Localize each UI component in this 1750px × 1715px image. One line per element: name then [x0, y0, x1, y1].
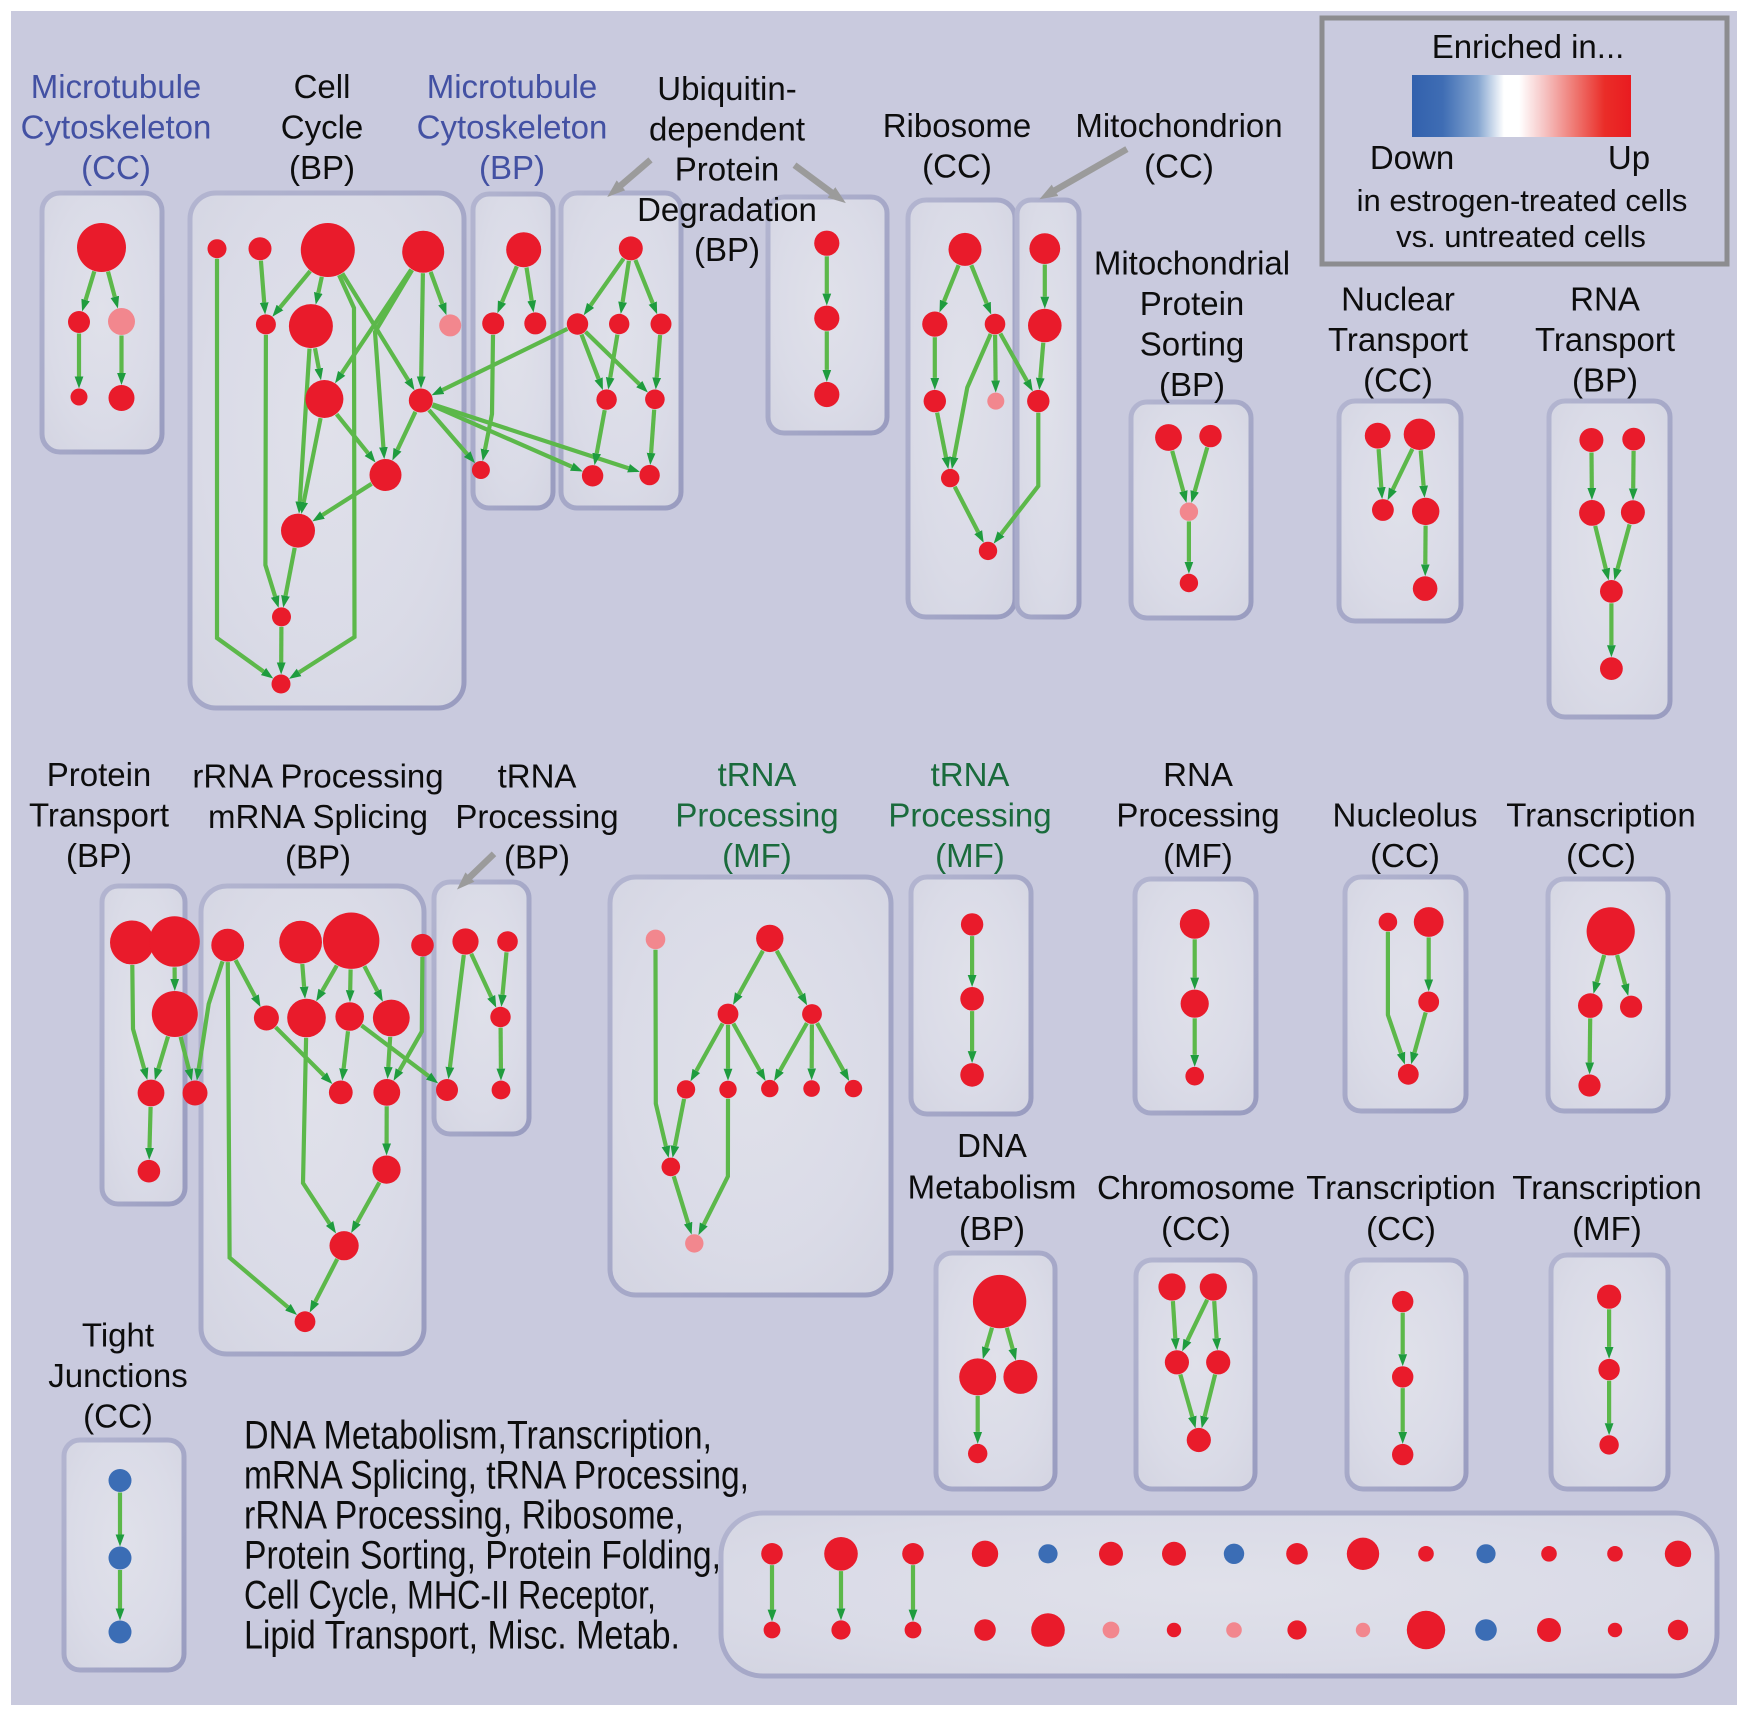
svg-text:rRNA Processing, Ribosome,: rRNA Processing, Ribosome, [244, 1494, 684, 1538]
svg-text:(MF): (MF) [722, 837, 792, 874]
svg-text:(MF): (MF) [1163, 837, 1233, 874]
svg-text:DNA: DNA [957, 1127, 1027, 1164]
svg-text:Degradation: Degradation [637, 191, 817, 228]
svg-text:Cytoskeleton: Cytoskeleton [21, 109, 212, 146]
svg-text:tRNA: tRNA [498, 758, 577, 795]
svg-text:Cycle: Cycle [281, 109, 364, 146]
svg-text:Junctions: Junctions [48, 1357, 187, 1394]
svg-text:Transcription: Transcription [1512, 1169, 1702, 1206]
svg-text:Chromosome: Chromosome [1097, 1169, 1295, 1206]
svg-text:Mitochondrion: Mitochondrion [1075, 107, 1282, 144]
svg-text:Ribosome: Ribosome [883, 107, 1032, 144]
svg-text:Metabolism: Metabolism [908, 1169, 1077, 1206]
svg-text:(CC): (CC) [1363, 362, 1433, 399]
svg-text:Microtubule: Microtubule [427, 68, 598, 105]
svg-text:(CC): (CC) [1370, 837, 1440, 874]
svg-text:RNA: RNA [1163, 756, 1233, 793]
svg-text:Cell: Cell [294, 68, 351, 105]
svg-text:Transport: Transport [1535, 321, 1675, 358]
svg-text:Microtubule: Microtubule [31, 68, 202, 105]
svg-text:Processing: Processing [1116, 797, 1279, 834]
svg-text:(CC): (CC) [1366, 1210, 1436, 1247]
svg-text:in estrogen-treated cells: in estrogen-treated cells [1357, 183, 1688, 218]
svg-text:(CC): (CC) [1144, 148, 1214, 185]
svg-text:(CC): (CC) [1566, 837, 1636, 874]
svg-text:(BP): (BP) [694, 231, 760, 268]
svg-text:(BP): (BP) [504, 839, 570, 876]
svg-text:tRNA: tRNA [718, 756, 797, 793]
svg-text:(MF): (MF) [935, 837, 1005, 874]
svg-text:(BP): (BP) [479, 149, 545, 186]
svg-text:RNA: RNA [1570, 281, 1640, 318]
svg-text:Protein: Protein [47, 756, 152, 793]
svg-text:Cytoskeleton: Cytoskeleton [417, 109, 608, 146]
svg-text:Protein: Protein [675, 151, 780, 188]
svg-text:Nucleolus: Nucleolus [1333, 797, 1478, 834]
svg-text:Processing: Processing [888, 797, 1051, 834]
svg-text:(BP): (BP) [285, 839, 351, 876]
svg-text:(BP): (BP) [1159, 366, 1225, 403]
svg-text:Lipid Transport, Misc. Metab.: Lipid Transport, Misc. Metab. [244, 1614, 680, 1658]
svg-text:mRNA Splicing, tRNA Processing: mRNA Splicing, tRNA Processing, [244, 1454, 749, 1498]
svg-text:Cell Cycle, MHC-II Receptor,: Cell Cycle, MHC-II Receptor, [244, 1574, 656, 1618]
svg-text:DNA Metabolism,Transcription,: DNA Metabolism,Transcription, [244, 1414, 712, 1458]
svg-text:(CC): (CC) [1161, 1210, 1231, 1247]
svg-text:tRNA: tRNA [931, 756, 1010, 793]
svg-text:Processing: Processing [675, 797, 838, 834]
svg-text:(CC): (CC) [922, 148, 992, 185]
svg-text:Transcription: Transcription [1506, 797, 1696, 834]
svg-text:(BP): (BP) [289, 149, 355, 186]
svg-text:(MF): (MF) [1572, 1210, 1642, 1247]
svg-text:Mitochondrial: Mitochondrial [1094, 245, 1290, 282]
svg-text:Down: Down [1370, 139, 1454, 176]
svg-text:Tight: Tight [82, 1317, 154, 1354]
svg-text:Processing: Processing [455, 798, 618, 835]
svg-text:(BP): (BP) [959, 1210, 1025, 1247]
svg-text:Protein: Protein [1140, 285, 1245, 322]
svg-text:Nuclear: Nuclear [1341, 281, 1455, 318]
svg-text:(BP): (BP) [1572, 362, 1638, 399]
svg-text:mRNA Splicing: mRNA Splicing [208, 798, 428, 835]
svg-text:Sorting: Sorting [1140, 326, 1245, 363]
svg-text:Protein Sorting, Protein Foldi: Protein Sorting, Protein Folding, [244, 1534, 721, 1578]
svg-text:rRNA Processing: rRNA Processing [192, 758, 443, 795]
svg-text:vs. untreated cells: vs. untreated cells [1396, 219, 1646, 254]
svg-text:Transport: Transport [29, 797, 169, 834]
svg-text:Transport: Transport [1328, 321, 1468, 358]
svg-text:Ubiquitin-: Ubiquitin- [657, 70, 796, 107]
svg-text:(CC): (CC) [81, 149, 151, 186]
svg-text:(CC): (CC) [83, 1398, 153, 1435]
svg-text:(BP): (BP) [66, 837, 132, 874]
svg-text:Transcription: Transcription [1306, 1169, 1496, 1206]
svg-text:dependent: dependent [649, 110, 805, 147]
svg-text:Enriched in...: Enriched in... [1432, 28, 1625, 65]
svg-text:Up: Up [1608, 139, 1650, 176]
